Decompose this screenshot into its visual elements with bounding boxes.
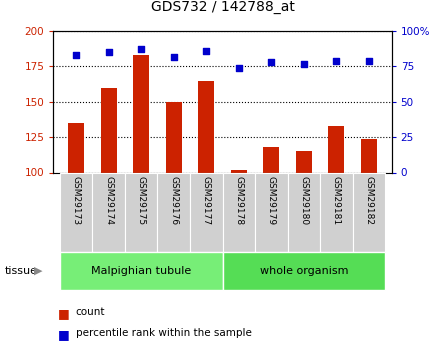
Bar xyxy=(255,172,287,252)
Text: GSM29181: GSM29181 xyxy=(332,177,341,226)
Bar xyxy=(222,172,255,252)
Bar xyxy=(352,172,385,252)
Text: GSM29182: GSM29182 xyxy=(364,177,373,226)
Point xyxy=(202,48,210,53)
Text: GSM29179: GSM29179 xyxy=(267,177,276,226)
Text: GSM29175: GSM29175 xyxy=(137,177,146,226)
Text: GDS732 / 142788_at: GDS732 / 142788_at xyxy=(150,0,295,14)
Text: count: count xyxy=(76,307,105,317)
Point xyxy=(235,65,243,71)
Text: GSM29177: GSM29177 xyxy=(202,177,211,226)
Bar xyxy=(198,81,214,172)
Text: whole organism: whole organism xyxy=(259,266,348,276)
Bar xyxy=(93,172,125,252)
Bar xyxy=(231,170,247,172)
Bar xyxy=(295,151,312,172)
Point xyxy=(365,58,372,63)
Point xyxy=(268,59,275,65)
Text: GSM29178: GSM29178 xyxy=(234,177,243,226)
Bar xyxy=(101,88,117,172)
Text: tissue: tissue xyxy=(4,266,37,276)
Text: GSM29176: GSM29176 xyxy=(169,177,178,226)
Text: ■: ■ xyxy=(58,328,69,341)
Text: percentile rank within the sample: percentile rank within the sample xyxy=(76,328,251,338)
Bar xyxy=(328,126,344,172)
Point xyxy=(138,47,145,52)
Bar xyxy=(166,102,182,172)
Bar xyxy=(60,252,222,290)
Point xyxy=(333,58,340,63)
Point xyxy=(105,50,112,55)
Bar xyxy=(190,172,222,252)
Text: ■: ■ xyxy=(58,307,69,320)
Point xyxy=(300,61,307,66)
Text: GSM29180: GSM29180 xyxy=(299,177,308,226)
Text: ▶: ▶ xyxy=(33,266,42,276)
Point xyxy=(170,54,177,59)
Bar xyxy=(222,252,385,290)
Bar xyxy=(287,172,320,252)
Bar xyxy=(320,172,352,252)
Bar xyxy=(361,139,377,172)
Bar xyxy=(60,172,93,252)
Bar xyxy=(158,172,190,252)
Point xyxy=(73,52,80,58)
Bar xyxy=(125,172,158,252)
Bar xyxy=(68,123,84,172)
Text: GSM29173: GSM29173 xyxy=(72,177,81,226)
Bar xyxy=(133,55,150,172)
Bar xyxy=(263,147,279,172)
Text: Malpighian tubule: Malpighian tubule xyxy=(91,266,191,276)
Text: GSM29174: GSM29174 xyxy=(104,177,113,226)
